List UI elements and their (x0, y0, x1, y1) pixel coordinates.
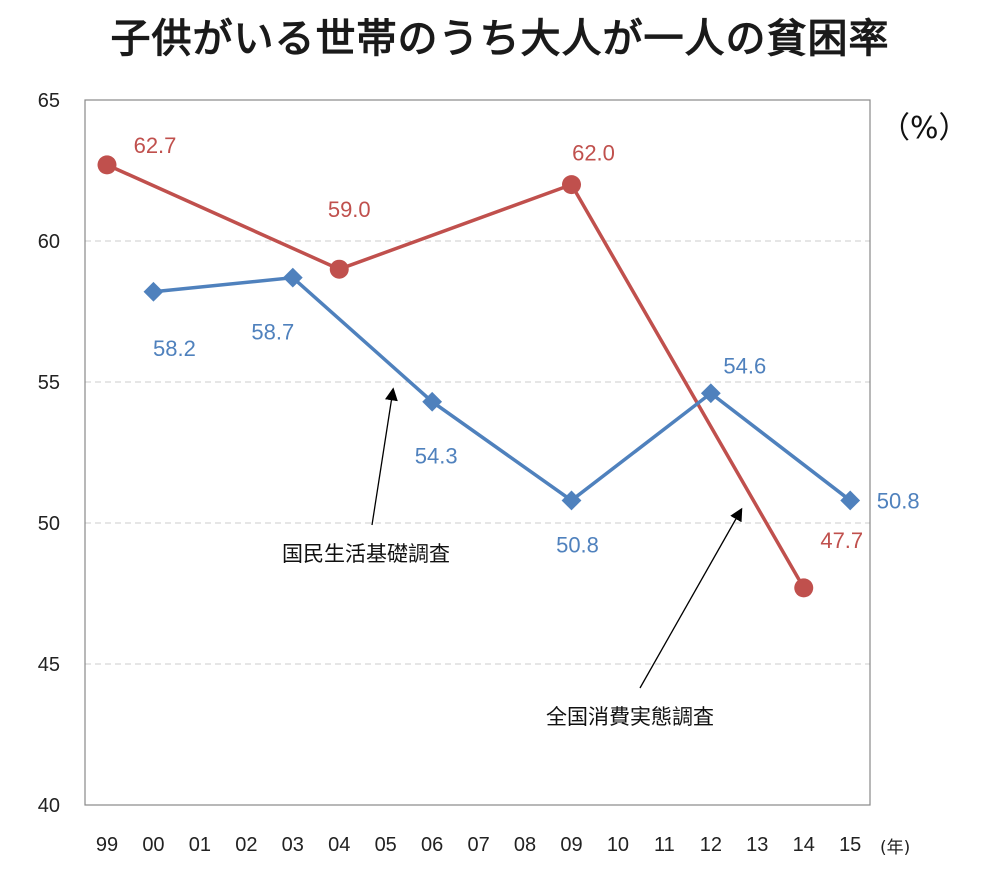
annotation-arrow (371, 387, 398, 526)
y-tick-label: 60 (38, 231, 60, 253)
x-tick-label: 10 (607, 834, 629, 856)
x-tick-label: 02 (235, 834, 257, 856)
data-label: 62.0 (572, 141, 615, 166)
data-point (840, 490, 861, 511)
annotation-label: 全国消費実態調査 (546, 705, 714, 729)
x-tick-label: 08 (514, 834, 536, 856)
data-point (97, 155, 117, 175)
data-label: 50.8 (877, 488, 920, 513)
y-tick-label: 65 (38, 90, 60, 112)
x-tick-label: 11 (654, 834, 675, 856)
data-label: 54.6 (723, 353, 766, 378)
plot-area (84, 99, 871, 806)
data-label: 54.3 (415, 444, 458, 469)
x-tick-label: 09 (560, 834, 582, 856)
annotation-label: 国民生活基礎調査 (282, 542, 450, 566)
x-tick-label: 15 (839, 834, 861, 856)
chart-title: 子供がいる世帯のうち大人が一人の貧困率 (110, 16, 890, 62)
x-tick-label: 12 (700, 834, 722, 856)
y-tick-label: 40 (38, 795, 60, 817)
data-point (561, 490, 582, 511)
data-label: 47.7 (820, 528, 863, 553)
x-tick-label: 14 (793, 834, 815, 856)
x-tick-label: 05 (375, 834, 397, 856)
data-point (329, 259, 349, 279)
series-line (106, 163, 806, 589)
data-point (282, 267, 303, 288)
x-tick-label: 06 (421, 834, 443, 856)
data-label: 59.0 (328, 197, 371, 222)
data-point (700, 383, 721, 404)
data-point (422, 391, 443, 412)
x-tick-label: 99 (96, 834, 118, 856)
y-tick-label: 55 (38, 372, 60, 394)
x-tick-label: 04 (328, 834, 350, 856)
y-tick-label: 45 (38, 654, 60, 676)
y-unit-label: （%） (880, 111, 969, 146)
data-point (562, 175, 581, 195)
x-tick-label: 13 (746, 834, 768, 856)
x-tick-label: 01 (189, 834, 211, 856)
series-red: 62.7 59.0 62.0 47.7 (97, 133, 863, 598)
annotation-arrow (639, 507, 743, 689)
data-label: 58.7 (251, 320, 294, 345)
data-point (143, 281, 164, 302)
x-unit-label: (年) (880, 838, 910, 858)
data-label: 50.8 (556, 532, 599, 557)
data-label: 62.7 (134, 133, 177, 158)
data-point (794, 578, 814, 598)
x-tick-label: 07 (467, 834, 489, 856)
x-tick-label: 00 (142, 834, 164, 856)
y-tick-label: 50 (38, 513, 60, 535)
x-tick-label: 03 (282, 834, 304, 856)
series-blue: 58.2 58.7 54.3 50.8 54.6 50.8 (143, 267, 920, 557)
data-label: 58.2 (153, 336, 196, 361)
series-line (153, 275, 852, 503)
